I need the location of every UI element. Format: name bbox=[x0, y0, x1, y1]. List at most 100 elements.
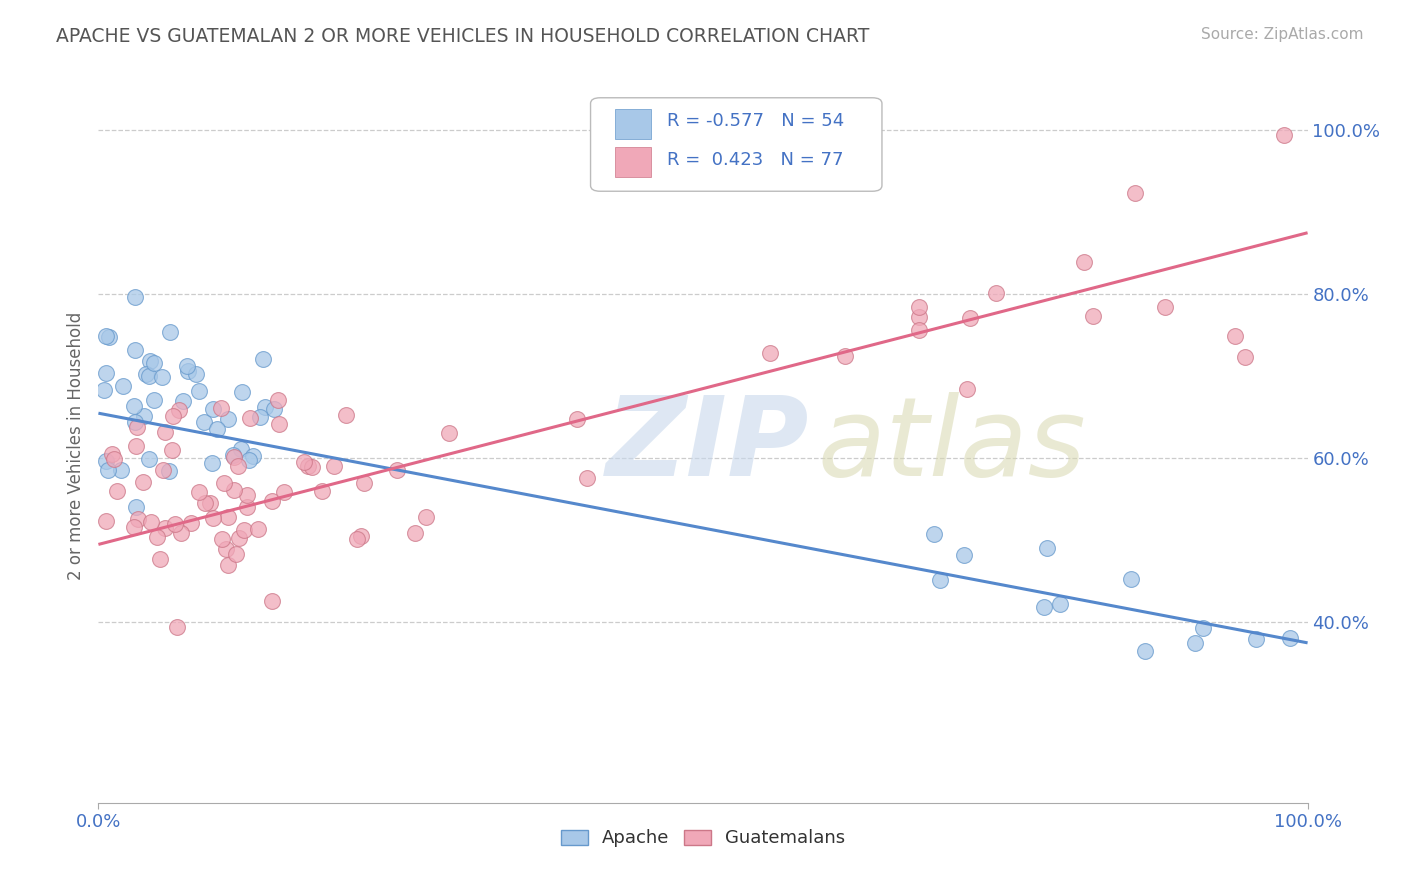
Point bbox=[143, 356, 166, 370]
Point bbox=[101, 447, 124, 461]
Point bbox=[124, 343, 146, 357]
Point bbox=[249, 409, 271, 424]
Point bbox=[94, 453, 117, 467]
Point bbox=[297, 459, 319, 474]
Point bbox=[167, 403, 190, 417]
Point bbox=[387, 463, 409, 477]
Point bbox=[217, 509, 239, 524]
Point bbox=[263, 402, 285, 417]
Text: Source: ZipAtlas.com: Source: ZipAtlas.com bbox=[1201, 27, 1364, 42]
Point bbox=[97, 330, 120, 344]
Point bbox=[576, 471, 599, 485]
Point bbox=[201, 456, 224, 470]
Point bbox=[187, 384, 209, 398]
Point bbox=[138, 452, 160, 467]
Point bbox=[1049, 597, 1071, 611]
Point bbox=[149, 552, 172, 566]
Point bbox=[94, 514, 117, 528]
Point bbox=[929, 574, 952, 588]
Point bbox=[1154, 301, 1177, 315]
Point bbox=[125, 419, 148, 434]
Point bbox=[159, 325, 181, 339]
Text: atlas: atlas bbox=[818, 392, 1087, 500]
Point bbox=[94, 329, 117, 343]
Point bbox=[1184, 636, 1206, 650]
Point bbox=[209, 401, 232, 415]
Point bbox=[260, 493, 283, 508]
Point bbox=[172, 394, 194, 409]
Point bbox=[301, 460, 323, 475]
Point bbox=[565, 411, 588, 425]
Point bbox=[260, 594, 283, 608]
Point bbox=[225, 547, 247, 561]
Point bbox=[242, 449, 264, 463]
Point bbox=[955, 382, 977, 396]
Point bbox=[238, 452, 260, 467]
Point bbox=[217, 412, 239, 426]
Point bbox=[93, 383, 115, 397]
Point bbox=[105, 484, 128, 499]
Point bbox=[139, 354, 162, 368]
Point bbox=[953, 548, 976, 562]
Point bbox=[138, 368, 160, 383]
Point bbox=[267, 417, 290, 431]
Point bbox=[125, 500, 148, 515]
Point bbox=[176, 359, 198, 374]
Point bbox=[226, 458, 249, 473]
Point bbox=[322, 459, 344, 474]
Point bbox=[759, 346, 782, 360]
Point bbox=[122, 520, 145, 534]
Point bbox=[1234, 350, 1257, 364]
Point bbox=[908, 300, 931, 314]
Point bbox=[170, 526, 193, 541]
Point bbox=[959, 310, 981, 325]
Point bbox=[153, 425, 176, 439]
Point bbox=[180, 516, 202, 531]
Point bbox=[124, 290, 146, 304]
Point bbox=[415, 509, 437, 524]
Point bbox=[984, 285, 1007, 300]
Point bbox=[165, 516, 187, 531]
Point bbox=[139, 515, 162, 529]
Point bbox=[146, 530, 169, 544]
Point bbox=[404, 525, 426, 540]
Point bbox=[184, 367, 207, 381]
Point bbox=[97, 463, 120, 477]
Point bbox=[135, 367, 157, 381]
Point bbox=[124, 416, 146, 430]
Y-axis label: 2 or more Vehicles in Household: 2 or more Vehicles in Household bbox=[66, 312, 84, 580]
Point bbox=[127, 512, 149, 526]
Point bbox=[1032, 599, 1054, 614]
Point bbox=[215, 542, 238, 557]
Point bbox=[143, 392, 166, 407]
Point bbox=[232, 523, 254, 537]
Point bbox=[1223, 328, 1246, 343]
Point bbox=[228, 531, 250, 545]
Point bbox=[231, 442, 253, 456]
Point bbox=[217, 558, 239, 572]
Point bbox=[236, 487, 259, 501]
Point bbox=[238, 411, 260, 425]
Point bbox=[112, 379, 135, 393]
Point bbox=[1272, 128, 1295, 143]
Point bbox=[177, 364, 200, 378]
Point bbox=[311, 484, 333, 499]
Point bbox=[157, 464, 180, 478]
Point bbox=[166, 619, 188, 633]
Text: ZIP: ZIP bbox=[606, 392, 810, 500]
Point bbox=[1073, 255, 1095, 269]
Point bbox=[1121, 572, 1143, 586]
Point bbox=[1192, 621, 1215, 635]
Point bbox=[1123, 186, 1146, 201]
Point bbox=[224, 450, 246, 464]
Bar bbox=[614, 147, 651, 178]
Point bbox=[152, 463, 174, 477]
Point bbox=[908, 323, 931, 337]
Point bbox=[231, 385, 253, 400]
Text: R =  0.423   N = 77: R = 0.423 N = 77 bbox=[666, 151, 844, 169]
Point bbox=[188, 484, 211, 499]
Point bbox=[124, 399, 146, 413]
Point bbox=[212, 476, 235, 491]
Point bbox=[266, 392, 288, 407]
Point bbox=[201, 402, 224, 417]
